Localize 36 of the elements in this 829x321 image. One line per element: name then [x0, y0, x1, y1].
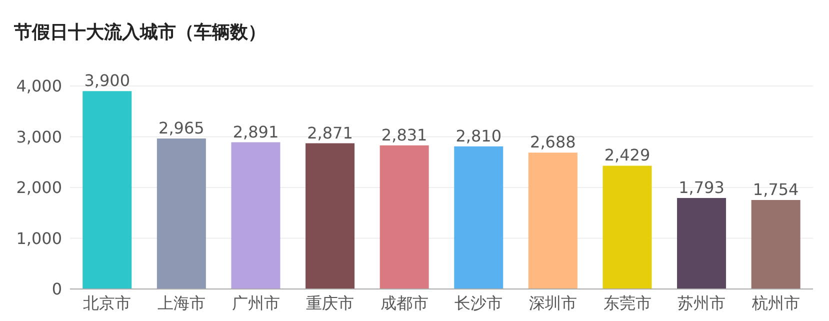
bar — [454, 146, 504, 289]
x-tick-label: 杭州市 — [750, 293, 800, 312]
x-tick-label: 广州市 — [232, 293, 280, 312]
y-tick-label: 0 — [52, 280, 62, 299]
data-label: 3,900 — [84, 71, 130, 90]
x-tick-label: 苏州市 — [678, 293, 726, 312]
bar — [306, 143, 355, 289]
bar — [156, 138, 206, 289]
y-tick-label: 1,000 — [16, 228, 62, 248]
y-tick-label: 2,000 — [16, 178, 62, 198]
data-label: 1,754 — [752, 180, 799, 199]
data-label: 2,429 — [604, 146, 650, 165]
bar — [231, 142, 280, 289]
y-tick-label: 4,000 — [16, 76, 62, 96]
bar — [82, 91, 132, 289]
bar — [380, 145, 429, 289]
x-tick-label: 东莞市 — [603, 293, 652, 312]
bar — [677, 198, 726, 289]
data-label: 1,793 — [678, 178, 724, 198]
x-tick-label: 长沙市 — [454, 293, 503, 312]
bar — [751, 200, 800, 289]
data-label: 2,891 — [232, 122, 279, 142]
data-label: 2,831 — [381, 125, 428, 144]
data-label: 2,871 — [307, 123, 353, 142]
bar — [528, 152, 578, 289]
bar — [602, 166, 652, 289]
data-label: 2,688 — [530, 132, 576, 152]
chart-title: 节假日十大流入城市（车辆数） — [13, 21, 267, 45]
x-tick-label: 成都市 — [380, 293, 428, 312]
x-tick-label: 深圳市 — [528, 293, 577, 312]
y-tick-label: 3,000 — [16, 127, 62, 146]
data-label: 2,965 — [158, 118, 204, 138]
x-tick-label: 上海市 — [157, 293, 206, 312]
data-label: 2,810 — [456, 126, 502, 146]
x-tick-label: 重庆市 — [306, 293, 354, 312]
x-tick-label: 北京市 — [83, 293, 132, 312]
